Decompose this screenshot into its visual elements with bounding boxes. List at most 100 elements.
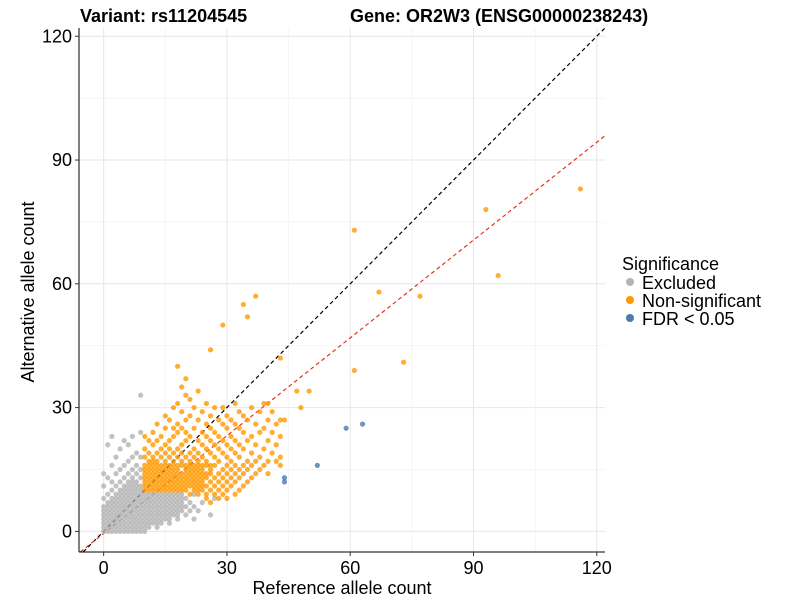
data-point-excluded [154, 491, 160, 497]
data-point-excluded [187, 499, 193, 506]
data-point-non-significant [187, 462, 193, 468]
data-point-excluded [129, 487, 136, 493]
data-point-excluded [170, 499, 177, 506]
data-point-excluded [138, 466, 144, 473]
data-point-non-significant [150, 454, 156, 460]
data-point-non-significant [351, 367, 357, 374]
data-point-fdr-0-05 [281, 475, 288, 481]
data-point-excluded [129, 508, 136, 514]
data-point-excluded [158, 491, 164, 497]
x-tick-label: 90 [463, 558, 483, 578]
x-tick-label: 60 [340, 558, 360, 578]
data-point-non-significant [195, 483, 201, 489]
data-point-excluded [166, 495, 173, 501]
data-point-excluded [125, 508, 131, 514]
data-point-excluded [101, 495, 107, 501]
data-point-non-significant [224, 413, 230, 419]
data-point-non-significant [207, 437, 214, 444]
data-point-excluded [105, 499, 111, 506]
data-point-non-significant [232, 462, 238, 468]
data-point-non-significant [253, 293, 259, 299]
legend-swatch [626, 278, 634, 286]
data-point-excluded [125, 524, 131, 530]
data-point-excluded [154, 516, 160, 522]
data-point-non-significant [232, 450, 238, 456]
data-point-fdr-0-05 [281, 479, 288, 485]
data-point-non-significant [220, 437, 226, 444]
data-point-non-significant [146, 458, 152, 464]
data-point-excluded [113, 512, 119, 518]
data-point-excluded [133, 495, 140, 501]
data-point-excluded [101, 516, 107, 522]
data-point-excluded [117, 528, 123, 534]
data-point-non-significant [212, 404, 218, 411]
data-point-excluded [138, 483, 144, 489]
data-point-excluded [133, 450, 140, 456]
data-point-non-significant [142, 446, 148, 452]
data-point-non-significant [199, 487, 205, 493]
data-point-excluded [101, 524, 107, 530]
data-point-non-significant [154, 466, 160, 473]
data-point-non-significant [253, 421, 259, 427]
data-point-non-significant [191, 425, 197, 431]
data-point-excluded [113, 454, 119, 460]
data-point-excluded [101, 512, 107, 518]
data-point-non-significant [170, 475, 177, 481]
data-point-non-significant [224, 425, 230, 431]
data-point-non-significant [150, 487, 156, 493]
data-point-non-significant [195, 417, 201, 423]
data-point-non-significant [166, 446, 173, 452]
data-point-excluded [105, 508, 111, 514]
data-point-non-significant [170, 483, 177, 489]
data-point-excluded [199, 499, 205, 506]
data-point-non-significant [175, 475, 181, 481]
data-point-excluded [125, 512, 131, 518]
data-point-excluded [117, 466, 123, 473]
data-point-non-significant [240, 471, 246, 477]
data-point-non-significant [199, 409, 205, 415]
data-point-excluded [191, 491, 197, 497]
data-point-excluded [195, 508, 201, 514]
data-point-excluded [154, 499, 160, 506]
data-point-excluded [121, 528, 127, 534]
data-point-non-significant [183, 437, 189, 444]
data-point-non-significant [195, 437, 201, 444]
data-point-non-significant [162, 475, 168, 481]
data-point-excluded [117, 487, 123, 493]
data-point-excluded [129, 479, 136, 485]
data-point-non-significant [158, 454, 164, 460]
data-point-non-significant [203, 491, 209, 497]
data-point-excluded [175, 504, 181, 510]
data-point-excluded [166, 512, 173, 518]
data-point-non-significant [187, 483, 193, 489]
data-point-non-significant [175, 483, 181, 489]
data-point-non-significant [195, 466, 201, 473]
data-point-excluded [142, 528, 148, 534]
data-point-non-significant [179, 425, 185, 431]
data-point-non-significant [224, 495, 230, 501]
data-point-excluded [105, 520, 111, 526]
data-point-non-significant [191, 454, 197, 460]
data-point-non-significant [203, 421, 209, 427]
data-point-excluded [150, 491, 156, 497]
data-point-non-significant [248, 404, 255, 411]
data-point-non-significant [146, 450, 152, 456]
y-tick-label: 60 [52, 274, 72, 294]
data-point-excluded [113, 504, 119, 510]
data-point-non-significant [265, 400, 271, 407]
data-point-non-significant [162, 413, 168, 419]
data-point-excluded [175, 512, 181, 518]
data-point-non-significant [216, 446, 222, 452]
data-point-non-significant [216, 487, 222, 493]
data-point-non-significant [236, 442, 242, 448]
data-point-excluded [146, 508, 152, 514]
data-point-non-significant [154, 450, 160, 456]
data-point-non-significant [183, 483, 189, 489]
data-point-non-significant [187, 458, 193, 464]
data-point-excluded [142, 499, 148, 506]
reference-lines [79, 27, 606, 553]
data-point-non-significant [187, 491, 193, 497]
data-point-non-significant [248, 475, 255, 481]
data-point-non-significant [203, 495, 209, 501]
data-point-excluded [129, 528, 136, 534]
